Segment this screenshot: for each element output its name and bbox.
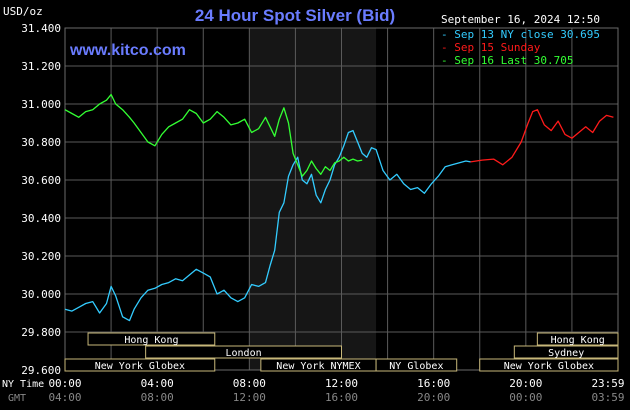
x-tick-label-ny: 20:00	[509, 377, 542, 390]
timestamp: September 16, 2024 12:50	[441, 13, 600, 26]
x-tick-label-ny: 12:00	[325, 377, 358, 390]
series-line	[64, 129, 471, 322]
session-label: Sydney	[548, 348, 584, 359]
y-tick-label: 31.000	[21, 98, 61, 111]
x-tick-label-gmt: 00:00	[509, 391, 542, 404]
session-box	[479, 358, 619, 372]
legend-entry: - Sep 15 Sunday	[441, 41, 541, 54]
y-tick-label: 30.000	[21, 288, 61, 301]
session-label: Hong Kong	[124, 335, 178, 346]
series-line	[470, 109, 614, 166]
x-tick-label-gmt: 08:00	[141, 391, 174, 404]
x-tick-label-ny: 16:00	[417, 377, 450, 390]
session-label: New York NYMEX	[276, 361, 360, 372]
x-tick-label-ny: 08:00	[233, 377, 266, 390]
session-box	[64, 358, 216, 372]
price-series	[64, 93, 614, 322]
y-axis-unit-label: USD/oz	[3, 5, 43, 18]
y-tick-label: 31.200	[21, 60, 61, 73]
y-tick-label: 30.400	[21, 212, 61, 225]
x-tick-label-gmt: 12:00	[233, 391, 266, 404]
gmt-axis-label: GMT	[8, 393, 26, 404]
session-label: London	[226, 348, 262, 359]
y-tick-label: 29.800	[21, 326, 61, 339]
market-sessions: Hong Kong Hong Kong London Sydney New York G…	[64, 332, 619, 372]
session-box	[375, 358, 458, 372]
chart-title: 24 Hour Spot Silver (Bid)	[195, 6, 395, 25]
x-tick-label-gmt: 16:00	[325, 391, 358, 404]
y-tick-label: 30.600	[21, 174, 61, 187]
x-tick-label-gmt: 20:00	[417, 391, 450, 404]
y-tick-label: 31.400	[21, 22, 61, 35]
x-tick-label-gmt: 04:00	[48, 391, 81, 404]
ny-time-axis-label: NY Time	[2, 379, 44, 390]
y-tick-label: 30.200	[21, 250, 61, 263]
x-tick-label-ny: 00:00	[48, 377, 81, 390]
watermark-url: www.kitco.com	[69, 42, 186, 59]
legend: - Sep 13 NY close 30.695- Sep 15 Sunday-…	[441, 28, 600, 67]
session-box	[513, 345, 619, 359]
session-label: New York Globex	[504, 361, 594, 372]
x-axis-ticks: 00:0004:0004:0008:0008:0012:0012:0016:00…	[48, 377, 624, 404]
session-label: Hong Kong	[551, 335, 605, 346]
x-tick-label-ny: 23:59	[591, 377, 624, 390]
session-label: New York Globex	[95, 361, 185, 372]
y-tick-label: 29.600	[21, 364, 61, 377]
nymex-shaded-region	[249, 28, 377, 370]
x-tick-label-ny: 04:00	[141, 377, 174, 390]
session-label: NY Globex	[389, 361, 443, 372]
session-box	[145, 345, 342, 359]
y-axis-ticks: 31.400 31.200 31.000 30.800 30.600 30.400 30.2…	[21, 22, 61, 377]
session-box	[87, 332, 216, 346]
x-tick-label-gmt: 03:59	[591, 391, 624, 404]
y-tick-label: 30.800	[21, 136, 61, 149]
legend-entry: - Sep 13 NY close 30.695	[441, 28, 600, 41]
session-box	[536, 332, 619, 346]
series-line	[64, 93, 363, 177]
legend-entry: - Sep 16 Last 30.705	[441, 54, 573, 67]
